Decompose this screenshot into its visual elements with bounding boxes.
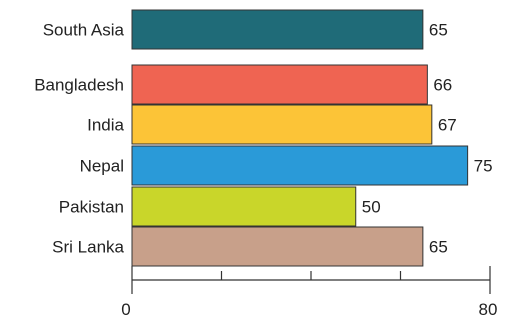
bar-india bbox=[131, 104, 433, 145]
category-labels: South Asia Bangladesh India Nepal Pakistan Sr… bbox=[34, 21, 124, 257]
x-tick-label-80: 80 bbox=[479, 300, 498, 319]
bars-layer bbox=[131, 9, 469, 267]
category-label-bangladesh: Bangladesh bbox=[34, 76, 124, 95]
category-label-pakistan: Pakistan bbox=[59, 198, 124, 217]
category-label-india: India bbox=[87, 116, 124, 135]
bar-bangladesh bbox=[131, 64, 428, 105]
value-label-india: 67 bbox=[438, 116, 457, 135]
value-label-sri-lanka: 65 bbox=[429, 238, 448, 257]
value-labels: 65 66 67 75 50 65 bbox=[362, 21, 493, 257]
value-label-south-asia: 65 bbox=[429, 21, 448, 40]
category-label-south-asia: South Asia bbox=[43, 21, 125, 40]
x-tick-label-0: 0 bbox=[121, 300, 130, 319]
bar-pakistan bbox=[131, 186, 357, 227]
category-label-nepal: Nepal bbox=[80, 157, 124, 176]
value-label-nepal: 75 bbox=[474, 157, 493, 176]
bar-nepal bbox=[131, 145, 469, 186]
value-label-bangladesh: 66 bbox=[433, 76, 452, 95]
bar-south-asia bbox=[131, 9, 424, 50]
category-label-sri-lanka: Sri Lanka bbox=[52, 238, 124, 257]
value-label-pakistan: 50 bbox=[362, 198, 381, 217]
bar-sri-lanka bbox=[131, 226, 424, 267]
x-ticks: 0 80 bbox=[121, 266, 497, 319]
